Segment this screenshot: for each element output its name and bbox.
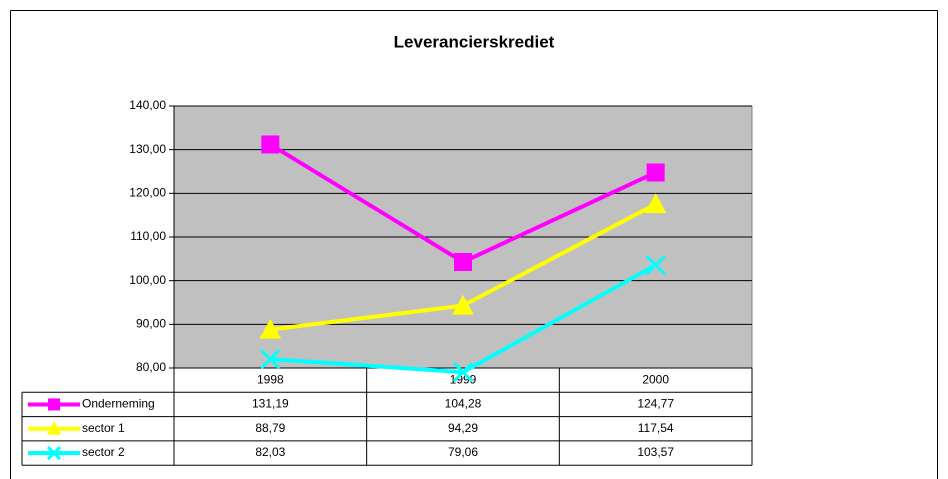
- data-point: [452, 362, 474, 383]
- data-label: 117,54: [638, 421, 674, 435]
- data-point: [261, 135, 280, 154]
- legend-marker: [48, 398, 60, 411]
- data-point: [259, 318, 282, 339]
- x-tick-label: 2000: [642, 372, 669, 386]
- data-label: 103,57: [637, 445, 674, 459]
- x-tick-label: 1999: [450, 372, 477, 386]
- y-tick-label: 140,00: [129, 98, 166, 112]
- data-point: [645, 255, 666, 276]
- data-point: [260, 349, 281, 370]
- data-label: 82,03: [255, 445, 285, 459]
- legend-label: Onderneming: [82, 397, 155, 411]
- data-label: 94,29: [448, 421, 478, 435]
- data-label: 88,79: [255, 421, 285, 435]
- y-tick-label: 110,00: [130, 229, 166, 243]
- data-label: 79,06: [448, 445, 478, 459]
- y-tick-label: 130,00: [129, 142, 166, 156]
- legend-marker: [46, 445, 62, 461]
- data-label: 131,19: [252, 397, 289, 411]
- data-label: 124,77: [637, 397, 674, 411]
- data-point: [646, 163, 665, 182]
- data-label: 104,28: [445, 397, 482, 411]
- legend-marker: [46, 421, 62, 435]
- chart-title: Leverancierskrediet: [394, 32, 555, 51]
- legend-label: sector 2: [82, 445, 125, 459]
- y-tick-label: 100,00: [129, 273, 166, 287]
- y-tick-label: 80,00: [136, 360, 166, 374]
- y-tick-label: 90,00: [136, 317, 166, 331]
- data-point: [644, 193, 667, 214]
- y-tick-label: 120,00: [129, 186, 166, 200]
- data-point: [452, 294, 474, 315]
- legend-label: sector 1: [82, 421, 125, 435]
- x-tick-label: 1998: [257, 372, 284, 386]
- data-point: [454, 252, 472, 271]
